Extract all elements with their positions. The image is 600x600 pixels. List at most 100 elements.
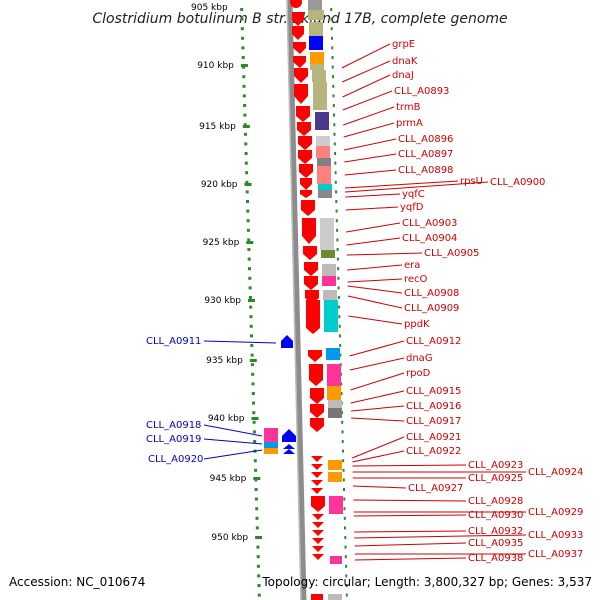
axis-dot (338, 315, 341, 319)
axis-dot (343, 516, 346, 520)
axis-dot (257, 584, 261, 587)
axis-dot (334, 180, 337, 184)
axis-dot (247, 257, 251, 261)
axis-dot (344, 536, 347, 539)
axis-dot (254, 468, 258, 472)
gene-label: CLL_A0929 (528, 507, 583, 518)
gene-arrow (303, 246, 317, 260)
kbp-label: 930 kbp (204, 296, 241, 306)
gene-arrow (304, 262, 318, 276)
gene-marker (290, 0, 302, 8)
axis-dot (332, 84, 335, 88)
axis-dot (241, 56, 245, 59)
axis-dot (343, 488, 345, 491)
axis-dot (339, 353, 342, 357)
gene-arrow (312, 538, 324, 544)
axis-top-label: 905 kbp (191, 3, 228, 13)
leader-line (203, 449, 263, 460)
axis-dot (335, 209, 338, 213)
axis-dot (331, 65, 334, 69)
kbp-tick (249, 359, 257, 362)
axis-dot (250, 353, 254, 357)
axis-dot (256, 545, 260, 549)
axis-dot (249, 324, 253, 328)
axis-dot (247, 238, 251, 242)
gene-arrow (298, 136, 312, 150)
axis-dot (333, 132, 336, 136)
axis-dot (243, 104, 247, 107)
gene-label: CLL_A0938 (468, 553, 523, 564)
gene-arrow (309, 364, 323, 386)
kbp-tick (253, 477, 261, 480)
genome-backbone-shadow (286, 0, 302, 600)
leader-line (352, 464, 467, 467)
axis-dot (246, 209, 250, 213)
axis-dot (251, 382, 255, 386)
gene-label: CLL_A0896 (398, 134, 453, 145)
axis-dot (345, 574, 348, 578)
gene-label: CLL_A0903 (402, 218, 457, 229)
axis-dot (345, 584, 348, 587)
axis-dot (331, 36, 333, 40)
axis-dot (241, 46, 245, 50)
axis-dot (250, 344, 254, 347)
gene-label: CLL_A0898 (398, 165, 453, 176)
axis-dot (344, 526, 346, 530)
axis-dot (246, 228, 250, 232)
kbp-tick (244, 183, 252, 186)
genome-backbone (287, 0, 307, 600)
gene-label: trmB (396, 102, 421, 113)
leader-line (347, 264, 403, 271)
axis-dot (342, 459, 345, 463)
gene-arrow (282, 429, 296, 442)
axis-dot (337, 267, 340, 271)
gene-label: CLL_A0919 (146, 434, 201, 445)
axis-dot (335, 200, 338, 203)
axis-dot (243, 113, 247, 117)
axis-dot (338, 334, 341, 338)
gene-arrow (292, 26, 304, 40)
leader-line (203, 438, 263, 445)
gene-label: prmA (396, 118, 423, 129)
gene-arrow (312, 546, 324, 552)
right-gene-labels: grpE dnaK dnaJ CLL_A0893 trmB prmA CLL_A0896 CL… (341, 39, 583, 564)
leader-line (352, 436, 405, 459)
kbp-tick (251, 417, 259, 420)
leader-line (345, 181, 489, 193)
gene-arrow (311, 488, 323, 494)
axis-dot (248, 296, 252, 299)
gene-arrow (308, 350, 322, 362)
leader-line (354, 530, 467, 533)
axis-dot (244, 142, 248, 146)
axis-dot (248, 267, 251, 271)
leader-line (350, 390, 405, 404)
leader-line (346, 252, 423, 256)
axis-dot (337, 276, 340, 280)
gene-arrow (312, 522, 324, 528)
axis-dot (249, 305, 253, 309)
kbp-label: 920 kbp (201, 180, 238, 190)
topology-text: Topology: circular; Length: 3,800,327 bp… (261, 575, 592, 589)
accession-text: Accession: NC_010674 (9, 575, 145, 589)
gene-label: CLL_A0930 (468, 510, 523, 521)
axis-dot (245, 171, 249, 175)
kbp-label: 940 kbp (208, 414, 245, 424)
axis-dot (243, 123, 247, 127)
axis-dots (240, 8, 261, 597)
axis-dot (252, 430, 256, 434)
axis-dot (343, 507, 346, 511)
axis-dot (336, 257, 339, 261)
kbp-label: 935 kbp (206, 356, 243, 366)
gene-arrow (292, 12, 304, 26)
gene-arrow (300, 190, 312, 198)
kbp-label: 945 kbp (210, 474, 247, 484)
kbp-labels: 910 kbp 915 kbp 920 kbp 925 kbp 930 kbp 935 k… (197, 61, 263, 543)
leader-line (354, 542, 467, 547)
gene-label: yqfC (402, 189, 425, 200)
axis-dot (332, 94, 335, 98)
gene-label: recO (404, 274, 428, 285)
gene-arrow (296, 106, 310, 122)
gene-label: CLL_A0893 (394, 86, 449, 97)
gene-arrow (310, 404, 324, 418)
